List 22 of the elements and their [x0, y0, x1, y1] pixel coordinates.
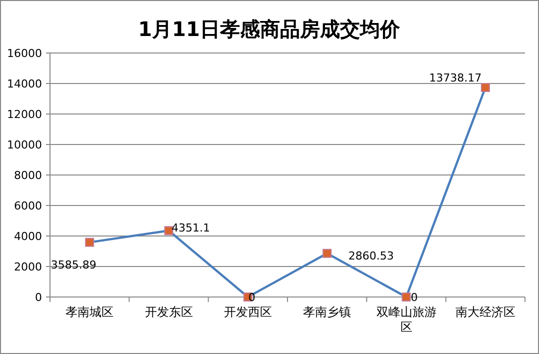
y-tick-label: 10000	[7, 138, 42, 152]
y-tick-label: 0	[35, 291, 42, 304]
data-label: 13738.17	[429, 71, 482, 84]
y-tick-label: 4000	[14, 230, 42, 243]
data-label: 4351.1	[172, 222, 210, 235]
chart-title: 1月11日孝感商品房成交均价	[138, 17, 401, 41]
y-tick-label: 14000	[7, 78, 42, 90]
x-tick-label: 双峰山旅游区	[376, 305, 436, 334]
y-tick-label: 2000	[14, 260, 42, 274]
y-tick-label: 8000	[14, 169, 42, 182]
x-tick-label: 开发西区	[224, 305, 272, 319]
x-tick-label: 开发东区	[144, 305, 193, 319]
x-tick-label: 孝南乡镇	[303, 305, 352, 319]
data-label: 0	[248, 291, 256, 304]
y-tick-label: 16000	[7, 47, 42, 60]
x-tick-label: 孝南城区	[66, 305, 114, 319]
data-label: 0	[410, 291, 418, 304]
y-tick-label: 12000	[7, 108, 42, 121]
x-tick-label: 南大经济区	[455, 305, 516, 319]
data-label: 3585.89	[50, 258, 96, 272]
data-label: 2860.53	[348, 249, 394, 262]
y-tick-label: 6000	[14, 200, 42, 212]
